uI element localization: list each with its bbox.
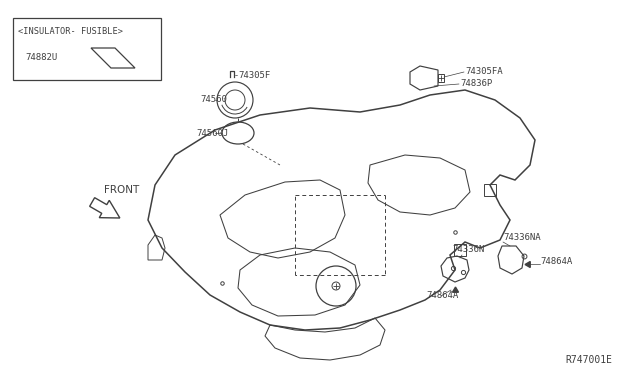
- Text: R747001E: R747001E: [565, 355, 612, 365]
- Bar: [454, 244, 466, 256]
- Text: <INSULATOR- FUSIBLE>: <INSULATOR- FUSIBLE>: [18, 26, 123, 35]
- Text: 74305F: 74305F: [238, 71, 270, 80]
- Text: 74836P: 74836P: [460, 80, 492, 89]
- Bar: [13, 18, 161, 80]
- Text: 74336N: 74336N: [452, 246, 484, 254]
- Text: 74560J: 74560J: [196, 128, 228, 138]
- Text: 74864A: 74864A: [540, 257, 572, 266]
- Text: 74336NA: 74336NA: [503, 232, 541, 241]
- Text: 74864A: 74864A: [426, 291, 458, 299]
- Text: 74305FA: 74305FA: [465, 67, 502, 77]
- Text: 74882U: 74882U: [25, 54, 57, 62]
- Bar: [484, 184, 496, 196]
- Text: 74560: 74560: [200, 96, 227, 105]
- Text: FRONT: FRONT: [104, 185, 140, 195]
